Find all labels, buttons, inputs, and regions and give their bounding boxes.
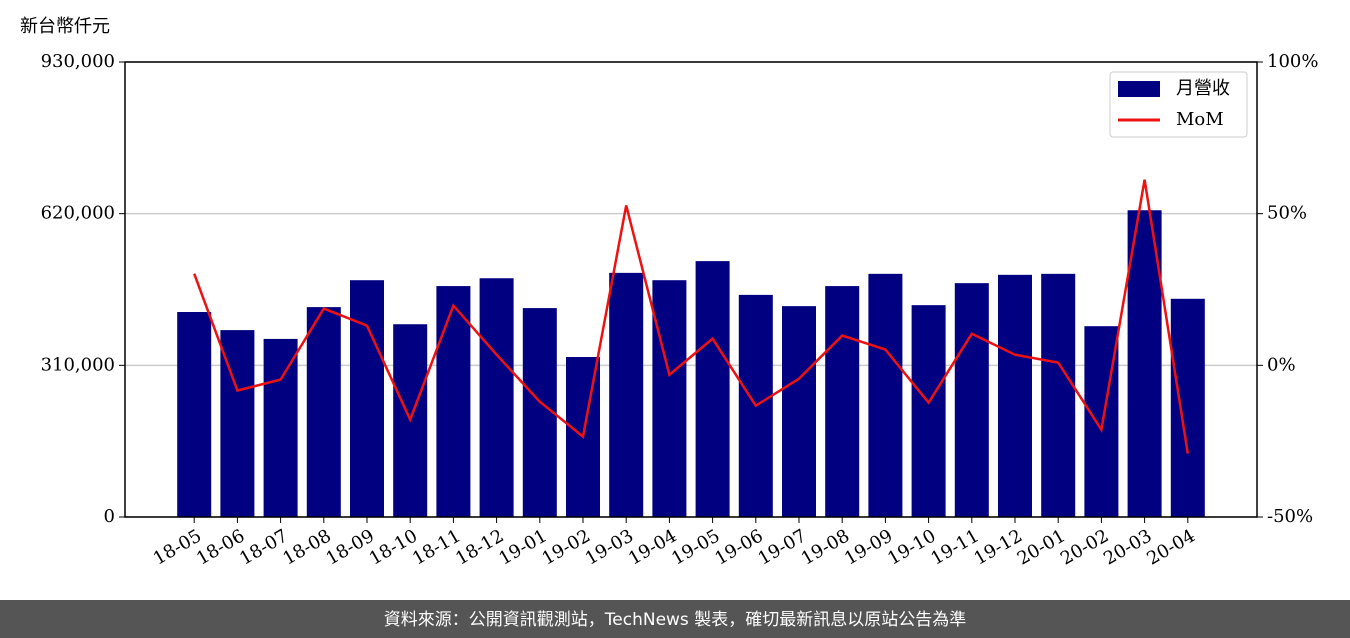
footer: 資料來源：公開資訊觀測站，TechNews 製表，確切最新訊息以原站公告為準: [384, 610, 966, 630]
legend-label: MoM: [1176, 109, 1224, 130]
bar: [652, 280, 687, 517]
bar: [868, 273, 903, 517]
bar: [263, 338, 298, 517]
y-axis-label: 新台幣仟元: [20, 16, 110, 37]
bar: [1170, 298, 1205, 517]
bar: [177, 312, 212, 517]
y-tick-label: 620,000: [41, 203, 115, 224]
bar: [522, 308, 557, 517]
bar: [609, 272, 644, 517]
y-tick-label: 310,000: [41, 354, 115, 375]
bar: [825, 286, 860, 517]
bar: [350, 280, 384, 517]
bar: [782, 306, 816, 517]
bar: [911, 305, 946, 517]
y-tick-label: 0: [104, 506, 115, 527]
y-tick-label: 930,000: [41, 51, 115, 72]
bar: [998, 274, 1032, 517]
plot-frame: [124, 61, 1258, 518]
bar: [1041, 273, 1076, 517]
line: [193, 179, 1190, 454]
legend-label: 月營收: [1176, 78, 1230, 99]
bar: [479, 278, 514, 517]
y2-tick-label: 50%: [1267, 203, 1307, 224]
bar: [954, 283, 989, 517]
bar: [1127, 210, 1162, 517]
y2-tick-label: -50%: [1267, 506, 1313, 527]
bar: [306, 307, 341, 517]
y2-tick-label: 100%: [1267, 51, 1318, 72]
footer-bar: [0, 600, 1350, 638]
bar: [695, 261, 730, 517]
y2-tick-label: 0%: [1267, 354, 1296, 375]
legend-swatch: [1118, 81, 1160, 97]
bar: [436, 286, 471, 517]
